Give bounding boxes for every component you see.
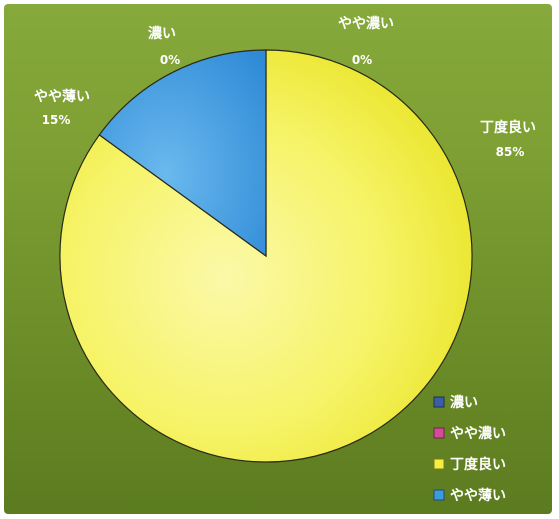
- pie-chart: 濃い 0% やや濃い 0% 丁度良い 85% やや薄い 15% 濃い やや濃い …: [34, 15, 536, 504]
- label-yaya-usui: やや薄い: [34, 88, 90, 105]
- legend-swatch-yaya-koi: [433, 427, 445, 439]
- legend-label-yaya-usui: やや薄い: [450, 487, 506, 504]
- legend-label-koi: 濃い: [450, 394, 478, 411]
- chart-frame: 濃い 0% やや濃い 0% 丁度良い 85% やや薄い 15% 濃い やや濃い …: [4, 4, 552, 514]
- value-yaya-koi: 0%: [352, 53, 372, 67]
- label-koi: 濃い: [148, 25, 176, 42]
- legend-label-yaya-koi: やや濃い: [450, 425, 506, 442]
- legend-swatch-choudo-yoi: [433, 458, 445, 470]
- label-choudo-yoi: 丁度良い: [480, 119, 536, 136]
- legend: 濃い やや濃い 丁度良い やや薄い: [433, 394, 506, 504]
- legend-swatch-koi: [433, 396, 445, 408]
- legend-label-choudo-yoi: 丁度良い: [450, 456, 506, 473]
- value-choudo-yoi: 85%: [496, 145, 525, 159]
- pie-slice-3: [98, 49, 267, 258]
- legend-swatch-yaya-usui: [433, 489, 445, 501]
- value-koi: 0%: [160, 53, 180, 67]
- pie-slices: [59, 49, 473, 463]
- label-yaya-koi: やや濃い: [338, 15, 394, 32]
- value-yaya-usui: 15%: [42, 113, 71, 127]
